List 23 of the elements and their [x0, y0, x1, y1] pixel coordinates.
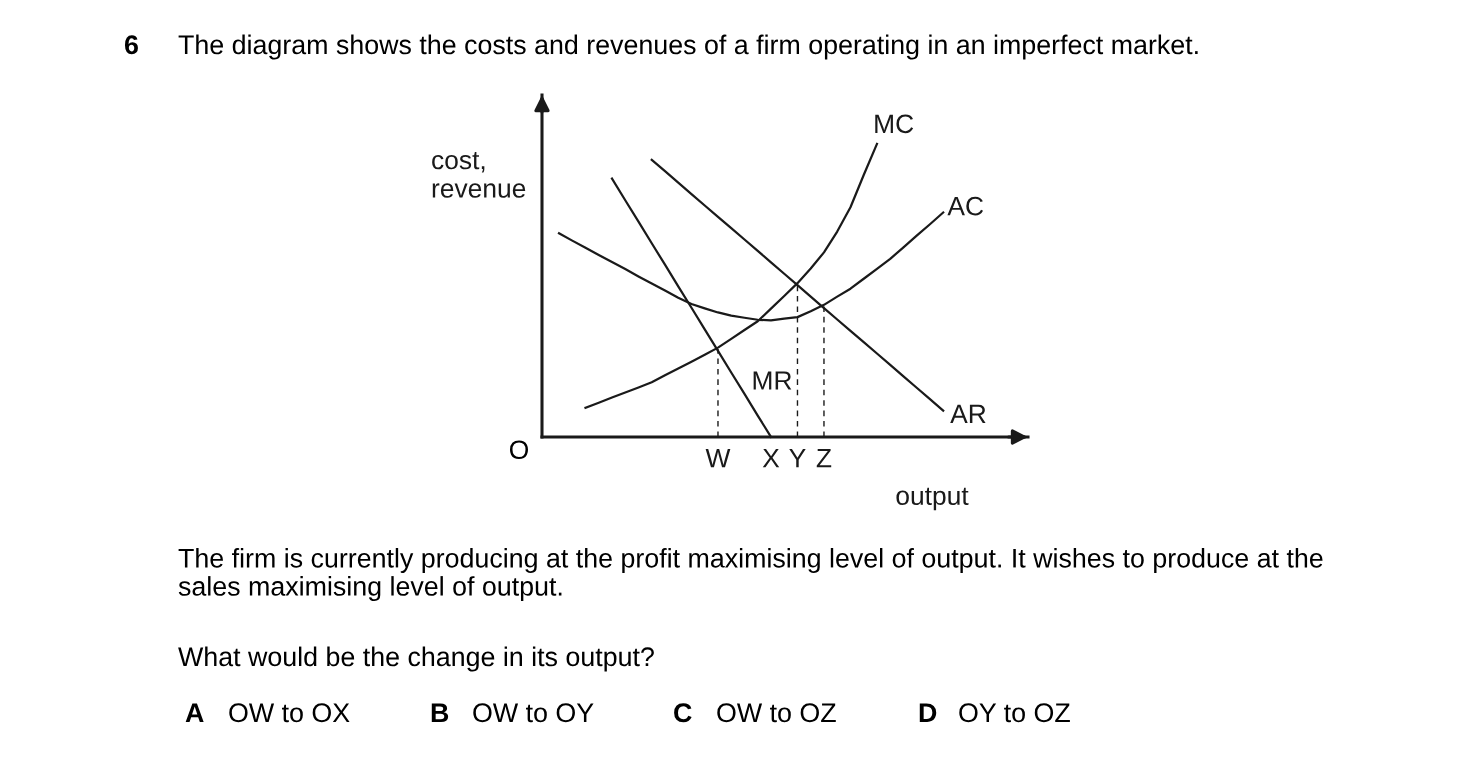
x-tick-label: Y: [789, 449, 806, 468]
x-tick-label: Z: [816, 449, 832, 468]
y-axis-title: cost, revenue: [432, 152, 526, 198]
chart-title: The diagram shows the costs and revenues of a firm operating in an imperfect market.: [178, 34, 1198, 60]
x-axis-title: output: [896, 487, 969, 511]
series-label: AC: [947, 196, 984, 216]
x-tick-label: W: [705, 449, 731, 468]
text: A: [185, 703, 204, 722]
text: OW to OY: [473, 703, 594, 723]
text: 6: [124, 35, 138, 55]
text: OW to OZ: [717, 703, 836, 723]
text: The firm is currently producing at the profit maximising level of output. It wishes to produce at the sales maximising level of output.: [178, 548, 1323, 602]
series-label: MC: [875, 114, 914, 134]
text: O: [509, 440, 528, 460]
x-tick-label: X: [762, 449, 780, 468]
text: OY to OZ: [959, 703, 1070, 723]
text: C: [674, 703, 692, 723]
text: B: [431, 703, 449, 722]
series-label: AR: [950, 404, 986, 423]
text: What would be the change in its output?: [178, 646, 654, 672]
text: D: [919, 703, 937, 722]
text: OW to OX: [229, 703, 350, 723]
series-label: MR: [753, 371, 792, 390]
